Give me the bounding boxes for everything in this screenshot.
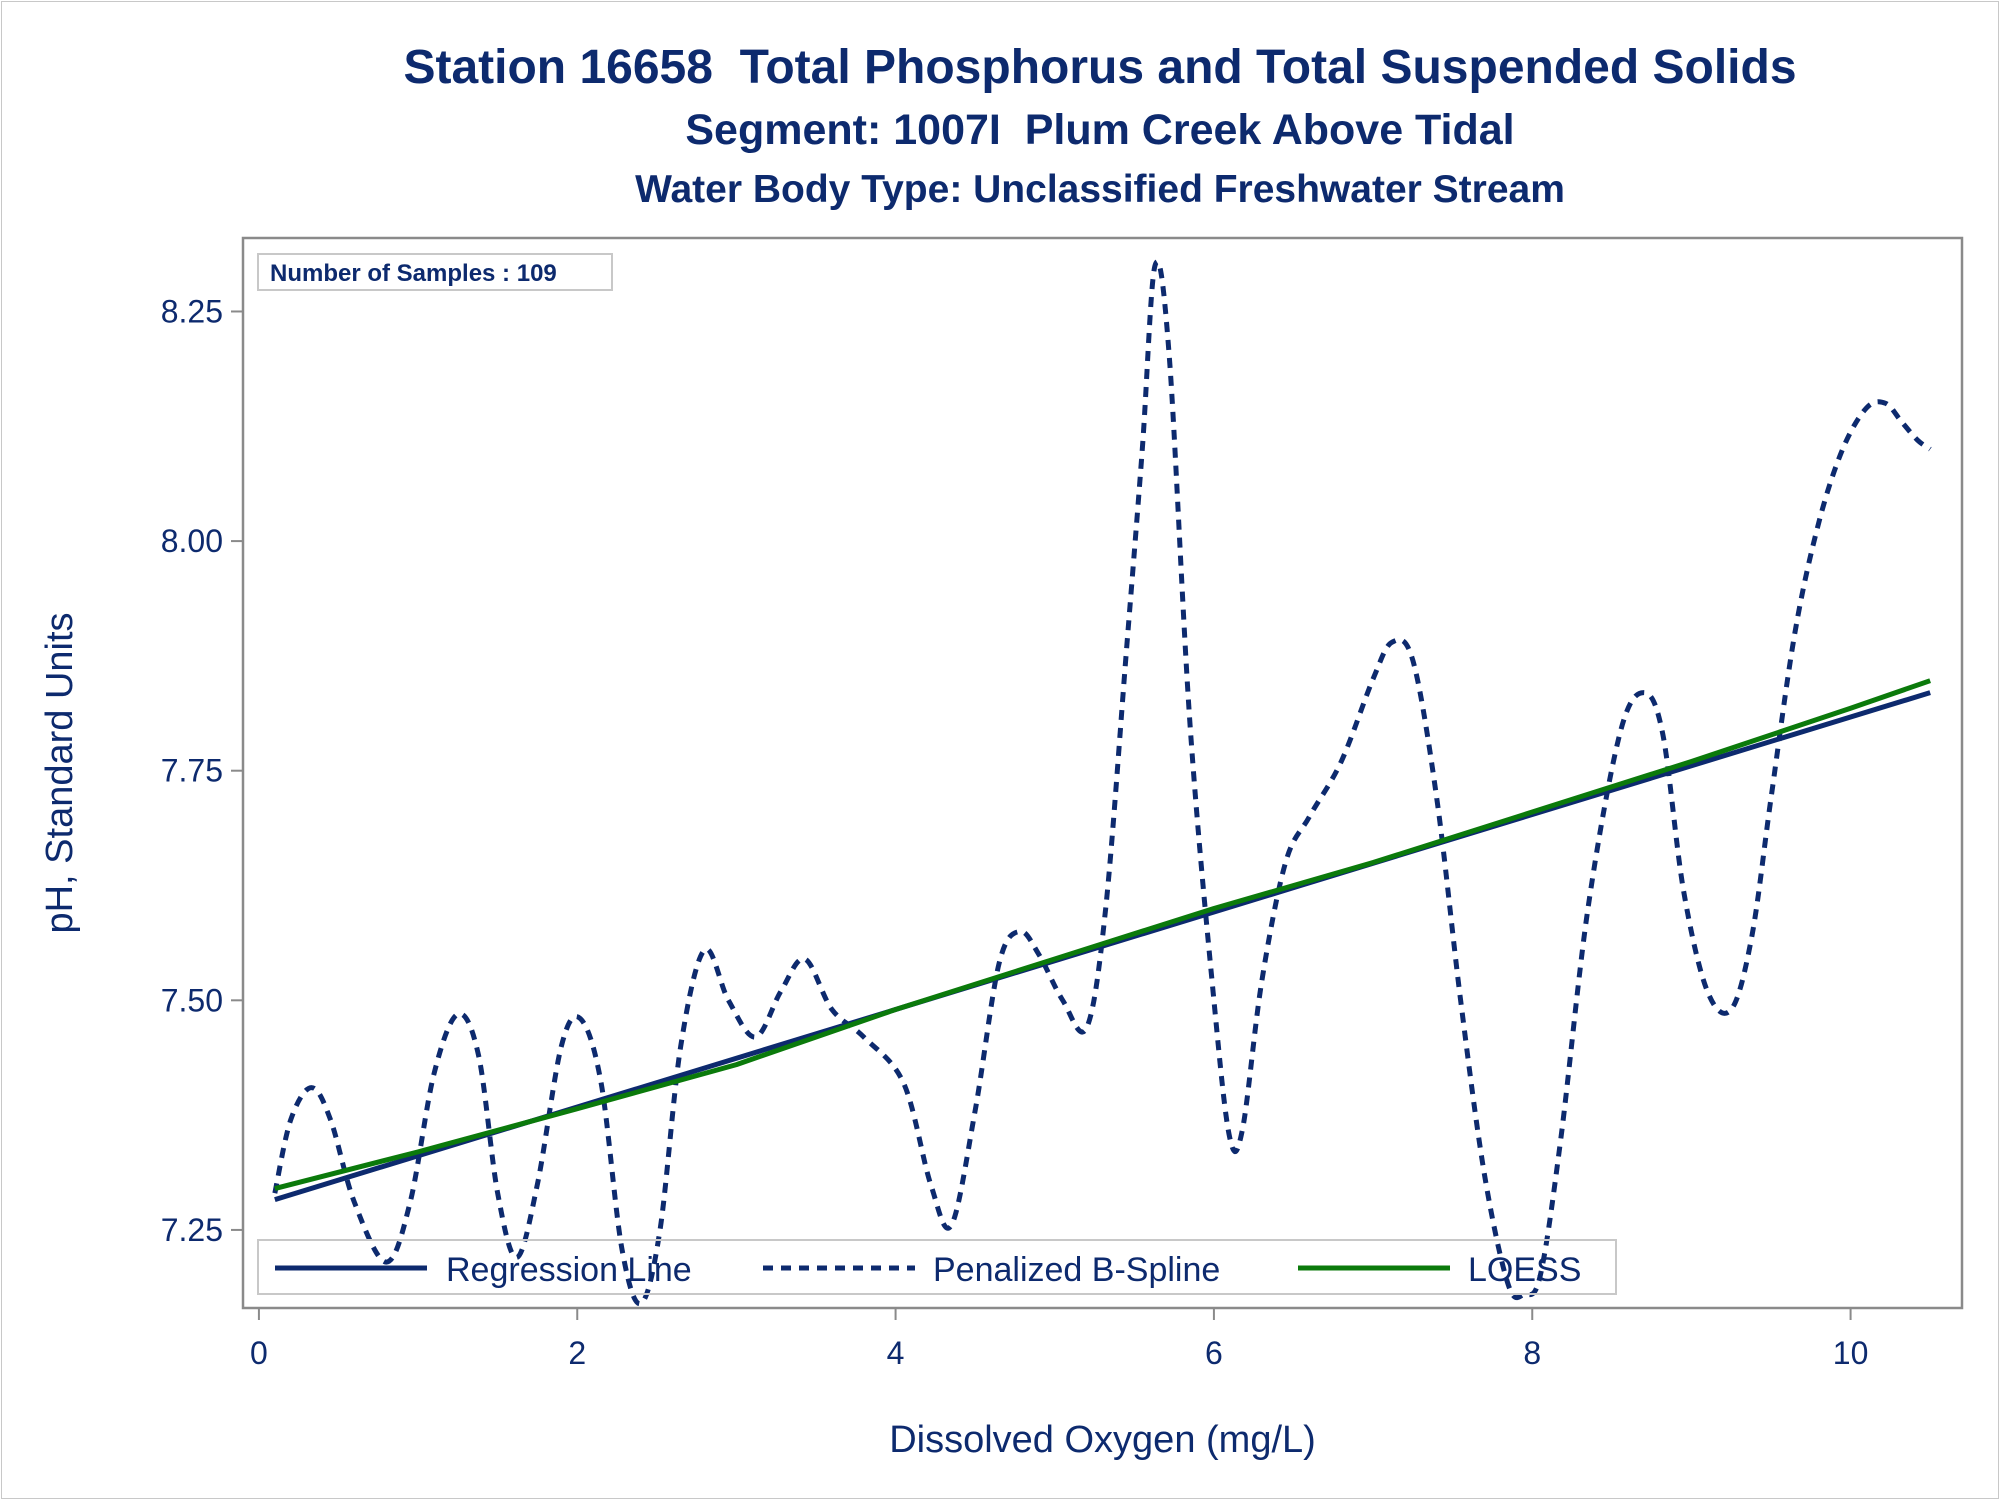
x-tick-label: 2 xyxy=(568,1335,586,1371)
x-tick-label: 6 xyxy=(1205,1335,1223,1371)
x-axis-label: Dissolved Oxygen (mg/L) xyxy=(889,1419,1316,1461)
loess-series xyxy=(274,678,1931,1192)
y-tick-label: 7.50 xyxy=(161,982,223,1018)
chart-subtitle: Segment: 1007I Plum Creek Above Tidal xyxy=(685,106,1515,154)
y-axis-label: pH, Standard Units xyxy=(39,612,81,933)
x-tick-label: 10 xyxy=(1833,1335,1869,1371)
sample-count-text: Number of Samples : 109 xyxy=(270,260,557,287)
y-tick-label: 7.75 xyxy=(161,753,223,789)
x-tick-label: 8 xyxy=(1523,1335,1541,1371)
series-layer xyxy=(272,259,1932,1307)
legend-label-regression-line: Regression Line xyxy=(446,1251,692,1289)
sample-count-note: Number of Samples : 109 xyxy=(257,253,613,291)
legend: Regression Line Penalized B-Spline LOESS xyxy=(257,1239,1617,1295)
y-tick-label: 7.25 xyxy=(161,1212,223,1248)
penalized-b-spline-series xyxy=(272,259,1932,1307)
x-tick-label: 0 xyxy=(250,1335,268,1371)
plot-area-border xyxy=(241,236,1964,1310)
x-tick-label: 4 xyxy=(887,1335,905,1371)
legend-label-loess: LOESS xyxy=(1468,1251,1581,1289)
y-tick-label: 8.25 xyxy=(161,293,223,329)
legend-label-penalized-b-spline: Penalized B-Spline xyxy=(933,1251,1220,1289)
chart-title: Station 16658 Total Phosphorus and Total… xyxy=(403,41,1797,94)
y-tick-label: 8.00 xyxy=(161,523,223,559)
sample-count-box xyxy=(257,253,613,291)
axes: 0 2 4 6 8 10 7.25 7.50 7.75 8.00 8.25 xyxy=(161,236,1964,1371)
chart-subtitle-2: Water Body Type: Unclassified Freshwater… xyxy=(635,168,1565,211)
legend-box xyxy=(257,1239,1617,1295)
